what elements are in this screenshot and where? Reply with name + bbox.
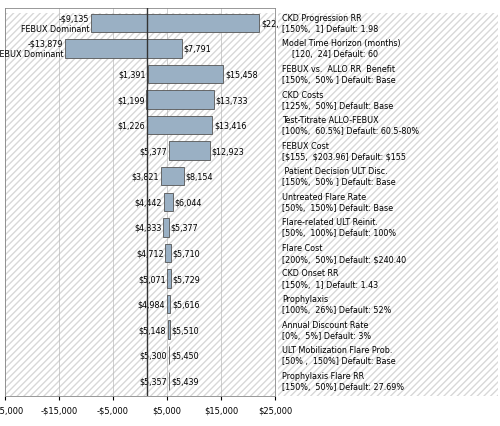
Text: $5,071: $5,071 [138, 274, 166, 283]
Text: Patient Decision ULT Disc.
[150%,  50% ] Default: Base: Patient Decision ULT Disc. [150%, 50% ] … [282, 167, 396, 187]
Text: $5,710: $5,710 [172, 249, 200, 258]
Text: Prophylaxis Flare RR
[150%,  50%] Default: 27.69%: Prophylaxis Flare RR [150%, 50%] Default… [282, 371, 404, 391]
Bar [148, 66, 224, 84]
Bar [166, 244, 171, 262]
Text: $5,510: $5,510 [172, 325, 199, 334]
Text: FEBUX Cost
[$155,  $203.96] Default: $155: FEBUX Cost [$155, $203.96] Default: $155 [282, 141, 406, 161]
Text: Annual Discount Rate
[0%,  5%] Default: 3%: Annual Discount Rate [0%, 5%] Default: 3… [282, 320, 371, 340]
Bar [164, 219, 169, 237]
Text: -$13,879
FEBUX Dominant: -$13,879 FEBUX Dominant [0, 40, 64, 59]
Text: $5,377: $5,377 [140, 147, 168, 156]
Text: -$9,135
FEBUX Dominant: -$9,135 FEBUX Dominant [20, 14, 89, 34]
Text: CKD Progression RR
[150%,  1] Default: 1.98: CKD Progression RR [150%, 1] Default: 1.… [282, 14, 378, 34]
Text: FEBUX vs.  ALLO RR  Benefit
[150%,  50% ] Default: Base: FEBUX vs. ALLO RR Benefit [150%, 50% ] D… [282, 65, 396, 85]
Bar [168, 270, 171, 288]
Text: Untreated Flare Rate
[50%,  150%] Default: Base: Untreated Flare Rate [50%, 150%] Default… [282, 192, 393, 213]
Text: $5,300: $5,300 [140, 351, 167, 360]
Text: CKD Costs
[125%,  50%] Default: Base: CKD Costs [125%, 50%] Default: Base [282, 90, 393, 110]
Bar [146, 117, 212, 135]
Text: Flare-related ULT Reinit.
[50%,  100%] Default: 100%: Flare-related ULT Reinit. [50%, 100%] De… [282, 218, 396, 238]
Bar [168, 321, 170, 339]
Text: $8,154: $8,154 [186, 173, 213, 181]
Text: $3,821: $3,821 [132, 173, 159, 181]
Bar [160, 168, 184, 186]
Text: $5,439: $5,439 [171, 377, 198, 386]
Text: ULT Mobilization Flare Prob.
[50% ,  150%] Default: Base: ULT Mobilization Flare Prob. [50% , 150%… [282, 345, 396, 366]
Text: $1,226: $1,226 [118, 121, 145, 130]
Text: $13,416: $13,416 [214, 121, 246, 130]
Text: $5,148: $5,148 [138, 325, 166, 334]
Text: $1,199: $1,199 [117, 96, 145, 105]
Bar [65, 40, 182, 58]
Text: $5,729: $5,729 [172, 274, 201, 283]
Text: $5,616: $5,616 [172, 300, 200, 309]
Text: $5,357: $5,357 [140, 377, 168, 386]
Text: $4,333: $4,333 [134, 223, 162, 232]
Bar [167, 295, 170, 314]
Bar [169, 142, 210, 161]
Text: $13,733: $13,733 [216, 96, 248, 105]
Text: $4,712: $4,712 [136, 249, 164, 258]
Text: $5,450: $5,450 [171, 351, 198, 360]
Text: $22,097: $22,097 [261, 19, 294, 28]
Text: $7,791: $7,791 [184, 45, 212, 54]
Bar [146, 91, 214, 109]
Text: $12,923: $12,923 [212, 147, 244, 156]
Text: $15,458: $15,458 [225, 70, 258, 79]
Text: $4,442: $4,442 [135, 198, 162, 207]
Bar [168, 346, 170, 365]
Text: Prophylaxis
[100%,  26%] Default: 52%: Prophylaxis [100%, 26%] Default: 52% [282, 294, 392, 314]
Bar [90, 14, 260, 33]
Text: Flare Cost
[200%,  50%] Default: $240.40: Flare Cost [200%, 50%] Default: $240.40 [282, 243, 406, 263]
Bar [164, 193, 172, 212]
Text: $4,984: $4,984 [138, 300, 166, 309]
Text: $5,377: $5,377 [170, 223, 198, 232]
Text: Model Time Horizon (months)
    [120,  24] Default: 60: Model Time Horizon (months) [120, 24] De… [282, 39, 401, 59]
Text: $1,391: $1,391 [118, 70, 146, 79]
Text: $6,044: $6,044 [174, 198, 202, 207]
Text: Test-Titrate ALLO-FEBUX
[100%,  60.5%] Default: 60.5-80%: Test-Titrate ALLO-FEBUX [100%, 60.5%] De… [282, 116, 419, 136]
Text: CKD Onset RR
[150%,  1] Default: 1.43: CKD Onset RR [150%, 1] Default: 1.43 [282, 269, 378, 289]
